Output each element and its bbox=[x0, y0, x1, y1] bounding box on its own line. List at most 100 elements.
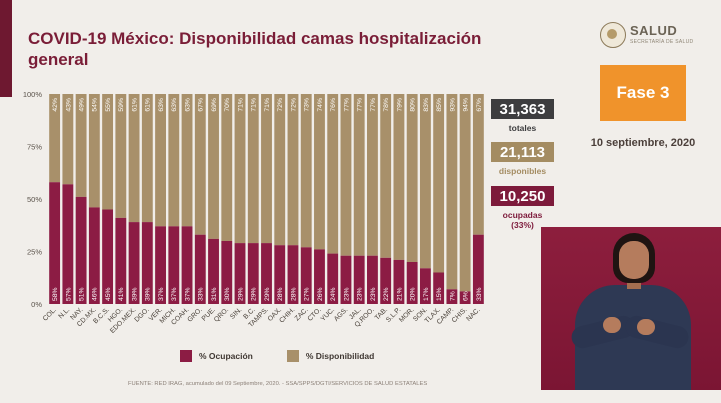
data-label-disponibilidad: 80% bbox=[410, 98, 417, 112]
bar-ocupacion bbox=[194, 234, 206, 304]
data-label-ocupacion: 37% bbox=[184, 287, 191, 301]
data-label-disponibilidad: 67% bbox=[476, 98, 483, 112]
y-tick-label: 25% bbox=[27, 248, 42, 257]
y-tick-label: 100% bbox=[23, 90, 43, 99]
data-label-ocupacion: 33% bbox=[198, 287, 205, 301]
data-label-ocupacion: 28% bbox=[277, 287, 284, 301]
bar-ocupacion bbox=[287, 245, 299, 304]
x-category-label: NAC. bbox=[465, 306, 482, 323]
data-label-disponibilidad: 61% bbox=[145, 98, 152, 112]
bar-ocupacion bbox=[406, 262, 418, 304]
bar-ocupacion bbox=[459, 291, 471, 304]
data-label-ocupacion: 31% bbox=[211, 287, 218, 301]
source-note: FUENTE: RED IRAG, acumulado del 09 Septi… bbox=[128, 381, 428, 387]
bar-disponibilidad bbox=[433, 94, 445, 273]
data-label-ocupacion: 51% bbox=[79, 287, 86, 301]
data-label-ocupacion: 7% bbox=[449, 291, 456, 301]
data-label-ocupacion: 20% bbox=[410, 287, 417, 301]
page-title: COVID-19 México: Disponibilidad camas ho… bbox=[28, 28, 548, 70]
bar-ocupacion bbox=[88, 207, 100, 304]
data-label-ocupacion: 57% bbox=[65, 287, 72, 301]
data-label-disponibilidad: 93% bbox=[449, 98, 456, 112]
logo-subtext: SECRETARÍA DE SALUD bbox=[630, 39, 694, 45]
x-category-label: SIN. bbox=[229, 306, 243, 320]
bar-disponibilidad bbox=[141, 94, 153, 223]
bar-ocupacion bbox=[380, 257, 392, 304]
bar-disponibilidad bbox=[274, 94, 286, 246]
kpi-totales-value: 31,363 bbox=[491, 99, 554, 119]
logo-text: SALUD bbox=[630, 23, 678, 38]
x-category-label: CHIS. bbox=[451, 306, 469, 324]
data-label-disponibilidad: 55% bbox=[105, 98, 112, 112]
data-label-disponibilidad: 63% bbox=[171, 98, 178, 112]
bar-disponibilidad bbox=[287, 94, 299, 246]
bar-disponibilidad bbox=[75, 94, 87, 197]
data-label-ocupacion: 39% bbox=[131, 287, 138, 301]
bar-disponibilidad bbox=[472, 94, 484, 235]
bar-disponibilidad bbox=[208, 94, 219, 239]
bar-ocupacion bbox=[261, 243, 272, 304]
data-label-disponibilidad: 63% bbox=[158, 98, 165, 112]
bar-ocupacion bbox=[433, 272, 445, 304]
data-label-ocupacion: 6% bbox=[463, 291, 470, 301]
bar-ocupacion bbox=[168, 226, 180, 304]
left-accent-strip bbox=[0, 0, 12, 97]
y-tick-label: 75% bbox=[27, 143, 42, 152]
y-tick-label: 50% bbox=[27, 195, 42, 204]
data-label-disponibilidad: 73% bbox=[304, 98, 311, 112]
bar-disponibilidad bbox=[247, 94, 259, 244]
kpi-ocupadas-pct: (33%) bbox=[511, 220, 534, 230]
salud-logo: SALUD SECRETARÍA DE SALUD bbox=[600, 20, 700, 50]
bar-ocupacion bbox=[300, 247, 312, 304]
bar-disponibilidad bbox=[300, 94, 312, 248]
data-label-disponibilidad: 63% bbox=[184, 98, 191, 112]
bar-disponibilidad bbox=[221, 94, 233, 241]
bar-disponibilidad bbox=[88, 94, 100, 208]
interpreter-face bbox=[619, 241, 649, 279]
data-label-disponibilidad: 71% bbox=[237, 98, 244, 112]
bar-ocupacion bbox=[353, 255, 365, 304]
data-label-ocupacion: 39% bbox=[145, 287, 152, 301]
bar-ocupacion bbox=[314, 249, 325, 304]
x-category-label: CTO. bbox=[307, 306, 323, 322]
chart-legend: % Ocupación % Disponibilidad bbox=[180, 350, 374, 362]
bar-ocupacion bbox=[419, 268, 431, 304]
data-label-disponibilidad: 76% bbox=[330, 98, 337, 112]
data-label-ocupacion: 27% bbox=[304, 287, 311, 301]
data-label-ocupacion: 46% bbox=[92, 287, 99, 301]
kpi-disponibles-value: 21,113 bbox=[491, 142, 554, 162]
kpi-ocupadas-value: 10,250 bbox=[491, 186, 554, 206]
bar-disponibilidad bbox=[459, 94, 471, 292]
x-category-label: GRO. bbox=[186, 306, 203, 323]
x-category-label: YUC. bbox=[320, 306, 337, 323]
bar-disponibilidad bbox=[155, 94, 166, 227]
data-label-ocupacion: 28% bbox=[290, 287, 297, 301]
data-label-ocupacion: 26% bbox=[317, 287, 324, 301]
data-label-ocupacion: 45% bbox=[105, 287, 112, 301]
data-label-ocupacion: 29% bbox=[237, 287, 244, 301]
bar-ocupacion bbox=[234, 243, 246, 304]
bar-disponibilidad bbox=[115, 94, 127, 218]
bar-disponibilidad bbox=[261, 94, 272, 244]
legend-label-disponibilidad: % Disponibilidad bbox=[305, 351, 375, 361]
x-category-label: MOR. bbox=[398, 306, 416, 324]
kpi-totales-label: totales bbox=[508, 123, 537, 133]
bar-disponibilidad bbox=[181, 94, 193, 227]
bar-disponibilidad bbox=[327, 94, 339, 254]
fase-badge: Fase 3 bbox=[600, 65, 686, 121]
bar-disponibilidad bbox=[419, 94, 431, 269]
x-category-label: N.L. bbox=[58, 306, 72, 320]
data-label-ocupacion: 58% bbox=[52, 287, 59, 301]
bar-disponibilidad bbox=[62, 94, 74, 185]
legend-disponibilidad: % Disponibilidad bbox=[286, 350, 375, 362]
data-label-ocupacion: 23% bbox=[370, 287, 377, 301]
data-label-ocupacion: 41% bbox=[118, 287, 125, 301]
data-label-disponibilidad: 77% bbox=[370, 98, 377, 112]
x-category-label: COL. bbox=[42, 306, 58, 322]
data-label-disponibilidad: 42% bbox=[52, 98, 59, 112]
bar-ocupacion bbox=[141, 222, 153, 304]
x-category-label: CHIH. bbox=[278, 306, 296, 324]
data-label-disponibilidad: 83% bbox=[423, 98, 430, 112]
data-label-disponibilidad: 43% bbox=[65, 98, 72, 112]
